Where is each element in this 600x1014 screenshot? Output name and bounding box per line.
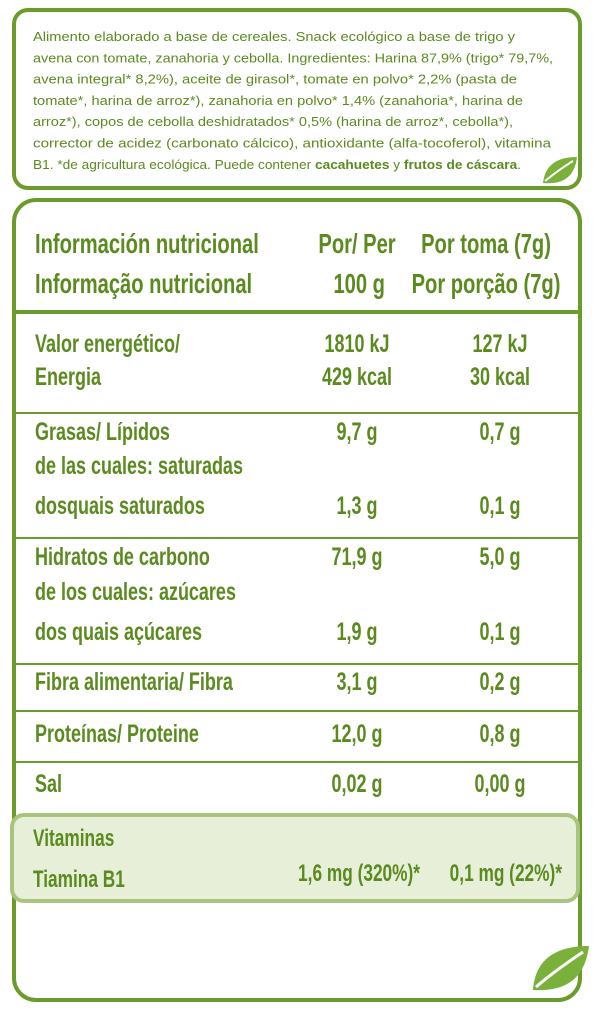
ingredients-line: arroz*), copos de cebolla deshidratados*… (33, 114, 513, 129)
row-label: de las cuales: saturadas (35, 451, 243, 480)
header-text: Informação nutricional (35, 269, 252, 300)
header-text: Información nutricional (35, 229, 259, 260)
row-value: 429 kcal (322, 362, 392, 391)
row-value: 0,8 g (480, 719, 521, 748)
row-label: Grasas/ Lípidos (35, 417, 170, 446)
ingredients-line: B1. *de agricultura ecológica. Puede con… (33, 157, 521, 172)
vitamin-value: 0,1 mg (22%)* (450, 860, 563, 886)
row-value: 1,3 g (337, 491, 378, 520)
row-label: Proteínas/ Proteine (35, 719, 199, 748)
vitamin-value: 1,6 mg (320%)* (298, 860, 421, 886)
vitamins-band (10, 813, 580, 903)
row-value: 0,00 g (474, 769, 525, 798)
row-label: dosquais saturados (35, 491, 205, 520)
ingredients-line: Alimento elaborado a base de cereales. S… (33, 29, 516, 44)
row-value: 0,2 g (480, 667, 521, 696)
ingredients-segment: y (389, 157, 403, 172)
ingredients-line: avena con tomate, zanahoria y cebolla. I… (33, 50, 553, 65)
row-value: 0,1 g (480, 617, 521, 646)
ingredients-segment: . (517, 157, 521, 172)
row-label: Energia (35, 362, 102, 391)
vitamin-label: Tiamina B1 (33, 866, 125, 892)
row-value: 30 kcal (470, 362, 530, 391)
row-value: 5,0 g (480, 542, 521, 571)
row-value: 0,02 g (331, 769, 382, 798)
header-text: Por/ Per (318, 229, 396, 260)
leaf-icon (533, 946, 589, 991)
row-value: 1,9 g (337, 617, 378, 646)
ingredients-line: tomate*, harina de arroz*), zanahoria en… (33, 93, 523, 108)
row-label: Sal (35, 769, 62, 798)
ingredients-line: avena integral* 8,2%), aceite de girasol… (33, 72, 517, 87)
ingredients-segment: B1. *de agricultura ecológica. Puede con… (33, 157, 315, 172)
row-value: 0,7 g (480, 417, 521, 446)
row-label: Fibra alimentaria/ Fibra (35, 667, 234, 696)
row-value: 127 kJ (472, 329, 527, 358)
ingredients-box (12, 8, 582, 190)
row-value: 12,0 g (331, 719, 382, 748)
row-label: de los cuales: azúcares (35, 577, 236, 606)
ingredients-segment: cacahuetes (315, 157, 389, 172)
row-label: dos quais açúcares (35, 617, 202, 646)
row-label: Valor energético/ (35, 329, 180, 358)
row-value: 1810 kJ (324, 329, 389, 358)
ingredients-segment: frutos de cáscara (404, 157, 518, 172)
header-text: 100 g (333, 269, 385, 300)
ingredients-line: corrector de acidez (carbonato cálcico),… (33, 136, 552, 151)
header-text: Por toma (7g) (421, 229, 551, 260)
leaf-icon (543, 157, 577, 184)
row-label: Hidratos de carbono (35, 542, 210, 571)
vitamin-label: Vitaminas (33, 825, 114, 851)
row-value: 9,7 g (337, 417, 378, 446)
nutrition-box (12, 198, 582, 1002)
row-value: 0,1 g (480, 491, 521, 520)
header-text: Por porção (7g) (412, 269, 561, 300)
row-value: 3,1 g (337, 667, 378, 696)
row-value: 71,9 g (331, 542, 382, 571)
